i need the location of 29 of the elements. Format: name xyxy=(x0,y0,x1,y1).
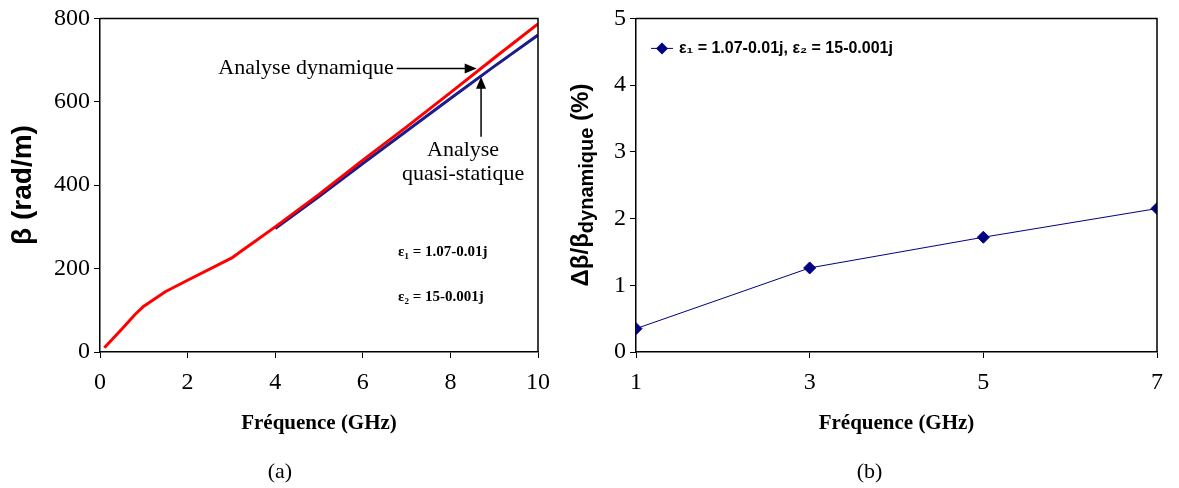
x-axis-title: Fréquence (GHz) xyxy=(818,409,975,434)
x-tick-label: 4 xyxy=(269,367,282,394)
x-tick-label: 8 xyxy=(444,367,457,394)
x-axis-title: Fréquence (GHz) xyxy=(241,409,397,434)
y-tick-label: 2 xyxy=(614,203,626,230)
y-tick-label: 800 xyxy=(54,3,90,30)
x-tick-label: 7 xyxy=(1151,367,1163,394)
y-axis-title: β (rad/m) xyxy=(6,125,38,246)
y-tick-label: 0 xyxy=(78,337,90,364)
annotation: Analyse quasi-statique xyxy=(401,135,525,185)
y-tick-label: 5 xyxy=(614,3,626,30)
x-tick-label: 2 xyxy=(181,367,194,394)
y-tick-label: 4 xyxy=(614,70,626,97)
y-tick-label: 1 xyxy=(614,270,626,297)
x-tick-label: 3 xyxy=(803,367,816,394)
y-tick-label: 0 xyxy=(614,337,626,364)
y-tick-label: 3 xyxy=(614,137,626,164)
x-tick-label: 5 xyxy=(977,367,990,394)
annotation: ε₂ = 15-0.001j xyxy=(398,287,484,304)
y-tick-label: 600 xyxy=(54,87,90,114)
annotation: ε₁ = 1.07-0.01j xyxy=(398,242,488,259)
text: (a) xyxy=(266,458,294,484)
x-tick-label: 10 xyxy=(526,367,550,394)
x-tick-label: 6 xyxy=(356,367,369,394)
legend-label: ε₁ = 1.07-0.01j, ε₂ = 15-0.001j xyxy=(679,38,893,56)
y-tick-label: 200 xyxy=(54,253,90,280)
y-tick-label: 400 xyxy=(54,170,90,197)
text: (b) xyxy=(855,458,884,484)
annotation: Analyse dynamique xyxy=(218,54,394,80)
